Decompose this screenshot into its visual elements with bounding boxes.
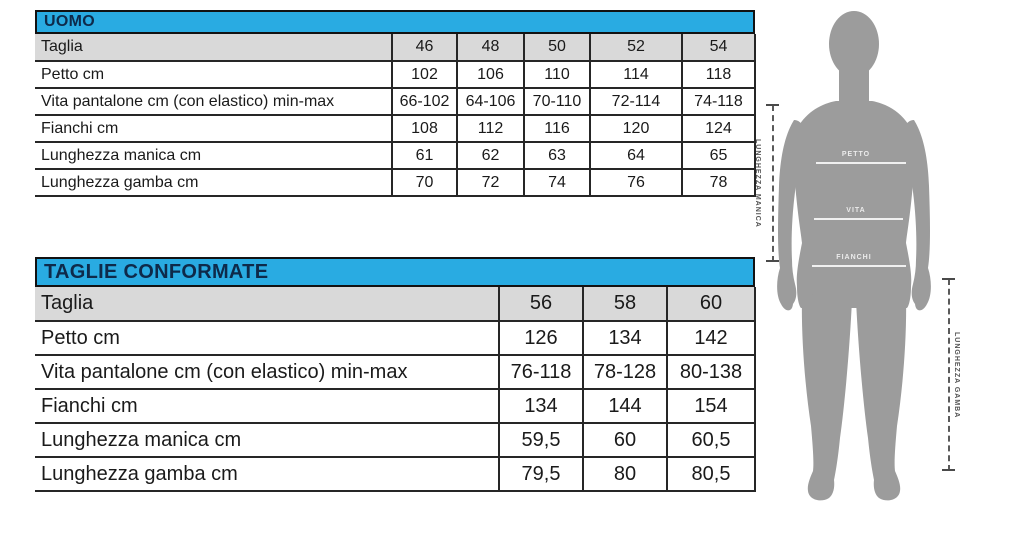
size-cell: 52 bbox=[589, 34, 682, 62]
size-cell: 72 bbox=[456, 169, 524, 197]
row-label: Fianchi cm bbox=[35, 115, 392, 143]
table-row: Lunghezza manica cm 61 62 63 64 65 bbox=[35, 142, 756, 170]
conformate-table: Taglia 56 58 60 Petto cm 126 134 142 Vit… bbox=[35, 287, 756, 492]
size-cell: 134 bbox=[582, 321, 667, 356]
size-cell: 108 bbox=[391, 115, 457, 143]
uomo-table-title: UOMO bbox=[35, 10, 755, 34]
size-cell: 80-138 bbox=[666, 355, 756, 390]
vita-line bbox=[814, 218, 903, 220]
male-silhouette bbox=[777, 11, 931, 501]
size-cell: 78 bbox=[681, 169, 756, 197]
size-cell: 116 bbox=[523, 115, 590, 143]
size-cell: 102 bbox=[391, 61, 457, 89]
table-row: Vita pantalone cm (con elastico) min-max… bbox=[35, 88, 756, 116]
size-cell: 112 bbox=[456, 115, 524, 143]
row-label: Vita pantalone cm (con elastico) min-max bbox=[35, 355, 499, 390]
size-cell: 62 bbox=[456, 142, 524, 170]
table-row: Lunghezza gamba cm 79,5 80 80,5 bbox=[35, 457, 756, 492]
gamba-measure-label: LUNGHEZZA GAMBA bbox=[953, 331, 960, 419]
size-cell: 154 bbox=[666, 389, 756, 424]
size-cell: 65 bbox=[681, 142, 756, 170]
row-label: Lunghezza gamba cm bbox=[35, 457, 499, 492]
size-cell: 50 bbox=[523, 34, 590, 62]
size-cell: 56 bbox=[498, 287, 583, 322]
size-cell: 80,5 bbox=[666, 457, 756, 492]
uomo-size-table: UOMO Taglia 46 48 50 52 54 Petto cm 102 bbox=[35, 10, 756, 197]
size-cell: 124 bbox=[681, 115, 756, 143]
size-cell: 58 bbox=[582, 287, 667, 322]
table-row: Fianchi cm 134 144 154 bbox=[35, 389, 756, 424]
size-cell: 60,5 bbox=[666, 423, 756, 458]
size-cell: 54 bbox=[681, 34, 756, 62]
size-cell: 66-102 bbox=[391, 88, 457, 116]
vita-label: VITA bbox=[846, 207, 866, 214]
row-label: Lunghezza manica cm bbox=[35, 423, 499, 458]
fianchi-line bbox=[812, 265, 906, 267]
petto-line bbox=[816, 162, 906, 164]
size-cell: 76 bbox=[589, 169, 682, 197]
size-cell: 64 bbox=[589, 142, 682, 170]
row-label: Lunghezza gamba cm bbox=[35, 169, 392, 197]
size-cell: 70-110 bbox=[523, 88, 590, 116]
size-cell: 74-118 bbox=[681, 88, 756, 116]
row-label: Taglia bbox=[35, 287, 499, 322]
gamba-measure-line bbox=[948, 279, 950, 471]
gamba-measure-cap-bottom bbox=[942, 469, 955, 471]
fianchi-label: FIANCHI bbox=[836, 254, 872, 261]
manica-measure-cap-top bbox=[766, 104, 779, 106]
manica-measure-cap-bottom bbox=[766, 260, 779, 262]
size-cell: 59,5 bbox=[498, 423, 583, 458]
size-cell: 79,5 bbox=[498, 457, 583, 492]
conformate-table-title: TAGLIE CONFORMATE bbox=[35, 257, 755, 287]
row-label: Vita pantalone cm (con elastico) min-max bbox=[35, 88, 392, 116]
size-cell: 61 bbox=[391, 142, 457, 170]
size-cell: 110 bbox=[523, 61, 590, 89]
row-label: Petto cm bbox=[35, 321, 499, 356]
size-cell: 78-128 bbox=[582, 355, 667, 390]
conformate-size-table: TAGLIE CONFORMATE Taglia 56 58 60 Petto … bbox=[35, 257, 756, 492]
petto-label: PETTO bbox=[841, 151, 871, 158]
gamba-measure-cap-top bbox=[942, 278, 955, 280]
row-label: Lunghezza manica cm bbox=[35, 142, 392, 170]
size-cell: 63 bbox=[523, 142, 590, 170]
size-cell: 144 bbox=[582, 389, 667, 424]
uomo-table: Taglia 46 48 50 52 54 Petto cm 102 106 1… bbox=[35, 34, 756, 197]
size-cell: 118 bbox=[681, 61, 756, 89]
size-cell: 126 bbox=[498, 321, 583, 356]
size-cell: 46 bbox=[391, 34, 457, 62]
size-cell: 60 bbox=[666, 287, 756, 322]
size-cell: 106 bbox=[456, 61, 524, 89]
table-row: Petto cm 126 134 142 bbox=[35, 321, 756, 356]
size-cell: 120 bbox=[589, 115, 682, 143]
size-cell: 60 bbox=[582, 423, 667, 458]
size-cell: 72-114 bbox=[589, 88, 682, 116]
size-cell: 64-106 bbox=[456, 88, 524, 116]
table-row: Taglia 46 48 50 52 54 bbox=[35, 34, 756, 62]
table-row: Fianchi cm 108 112 116 120 124 bbox=[35, 115, 756, 143]
table-row: Taglia 56 58 60 bbox=[35, 287, 756, 322]
row-label: Fianchi cm bbox=[35, 389, 499, 424]
table-row: Petto cm 102 106 110 114 118 bbox=[35, 61, 756, 89]
row-label: Taglia bbox=[35, 34, 392, 62]
table-row: Vita pantalone cm (con elastico) min-max… bbox=[35, 355, 756, 390]
table-row: Lunghezza manica cm 59,5 60 60,5 bbox=[35, 423, 756, 458]
row-label: Petto cm bbox=[35, 61, 392, 89]
size-cell: 80 bbox=[582, 457, 667, 492]
size-cell: 142 bbox=[666, 321, 756, 356]
manica-measure-label: LUNGHEZZA MANICA bbox=[754, 138, 761, 228]
size-cell: 76-118 bbox=[498, 355, 583, 390]
size-cell: 70 bbox=[391, 169, 457, 197]
manica-measure-line bbox=[772, 105, 774, 262]
size-cell: 134 bbox=[498, 389, 583, 424]
size-cell: 48 bbox=[456, 34, 524, 62]
size-cell: 114 bbox=[589, 61, 682, 89]
table-row: Lunghezza gamba cm 70 72 74 76 78 bbox=[35, 169, 756, 197]
size-cell: 74 bbox=[523, 169, 590, 197]
